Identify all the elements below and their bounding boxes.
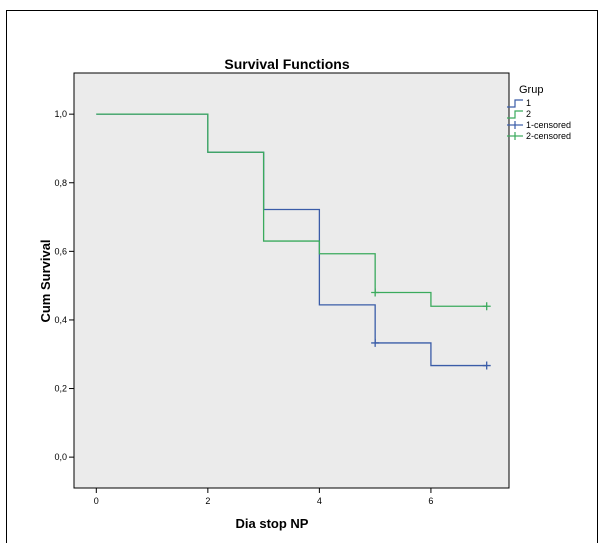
y-tick-label: 0,6 <box>54 246 67 256</box>
y-tick-label: 0,4 <box>54 315 67 325</box>
chart-svg: Survival Functions 0 2 4 6 0,0 0,2 0,4 0,6 0,8 1,… <box>38 56 571 531</box>
y-tick-label: 0,8 <box>54 178 67 188</box>
x-tick-label: 6 <box>428 496 433 506</box>
x-axis-title: Dia stop NP <box>236 516 309 531</box>
x-tick-label: 2 <box>205 496 210 506</box>
series-2-censored-mark <box>482 302 491 311</box>
x-tick-label: 0 <box>94 496 99 506</box>
series-1-censored-mark <box>482 361 491 370</box>
y-tick-label: 0,2 <box>54 384 67 394</box>
legend-label: 1-censored <box>526 120 571 130</box>
legend-label: 2 <box>526 109 531 119</box>
chart-frame: Survival Functions 0 2 4 6 0,0 0,2 0,4 0,6 0,8 1,… <box>6 10 598 543</box>
legend-swatch-step <box>507 110 523 119</box>
chart-title: Survival Functions <box>224 56 349 72</box>
series-layer <box>96 113 491 370</box>
legend-label: 2-censored <box>526 131 571 141</box>
series-2-censored-mark <box>371 288 380 297</box>
series-2-line <box>96 113 487 307</box>
legend-title: Grup <box>519 84 543 96</box>
plot-area <box>73 72 510 489</box>
y-tick-label: 0,0 <box>54 452 67 462</box>
legend-swatch-step <box>507 99 523 108</box>
y-tick-label: 1,0 <box>54 109 67 119</box>
y-axis-title: Cum Survival <box>38 239 53 322</box>
legend-label: 1 <box>526 98 531 108</box>
x-tick-label: 4 <box>317 496 322 506</box>
series-1-censored-mark <box>371 338 380 347</box>
axes: 0 2 4 6 0,0 0,2 0,4 0,6 0,8 1,0 <box>54 109 433 506</box>
